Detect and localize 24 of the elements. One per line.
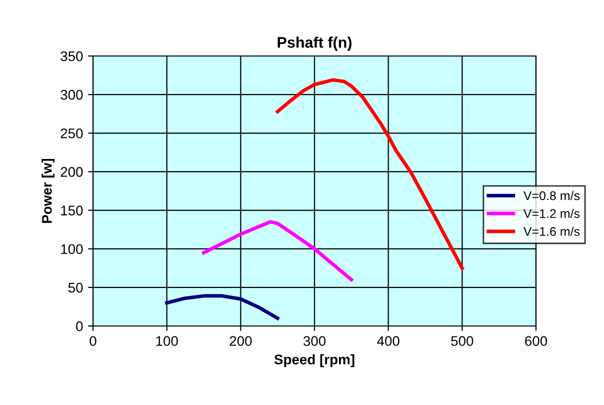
x-tick-label: 400 xyxy=(377,336,400,346)
line-series xyxy=(165,294,280,320)
legend-label: V=0.8 m/s xyxy=(523,190,580,200)
x-tick-label: 500 xyxy=(451,336,474,346)
x-axis-title: Speed [rpm] xyxy=(274,354,354,368)
y-tick-label: 50 xyxy=(68,282,83,293)
y-tick-label: 100 xyxy=(61,244,83,254)
y-tick-label: 200 xyxy=(60,167,83,177)
legend-label: V=1.2 m/s xyxy=(523,208,580,218)
x-tick-label: 100 xyxy=(156,336,178,346)
x-tick-label: 0 xyxy=(90,336,96,346)
y-tick-label: 0 xyxy=(76,321,83,332)
y-axis-title: Power [w] xyxy=(42,158,55,223)
chart-title: Pshaft f(n) xyxy=(278,36,352,51)
x-tick-label: 200 xyxy=(230,336,252,346)
y-tick-label: 150 xyxy=(61,206,83,216)
y-tick-label: 300 xyxy=(60,90,83,100)
x-tick-label: 600 xyxy=(525,336,548,346)
legend-label: V=1.6 m/s xyxy=(523,226,580,236)
x-tick-label: 300 xyxy=(303,336,326,346)
line-series xyxy=(202,220,354,282)
y-tick-label: 250 xyxy=(60,128,83,138)
line-series xyxy=(276,78,464,270)
y-tick-label: 350 xyxy=(60,51,83,62)
